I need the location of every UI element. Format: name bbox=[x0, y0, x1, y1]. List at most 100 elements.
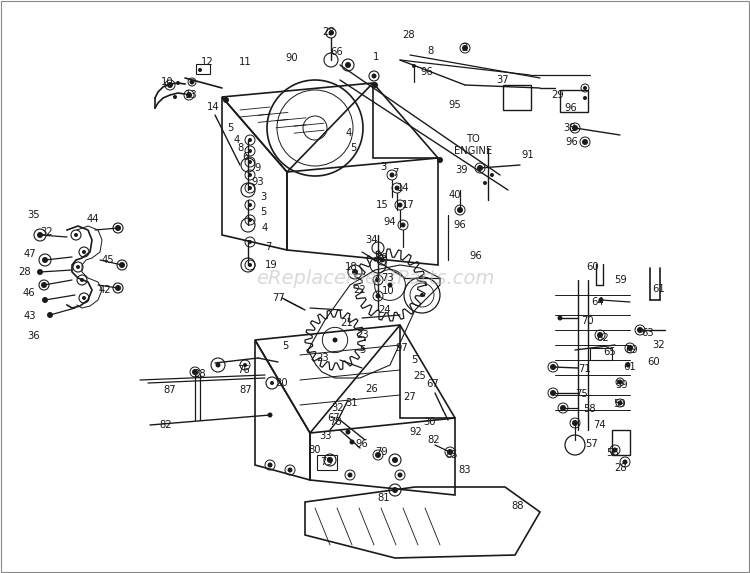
Circle shape bbox=[376, 293, 380, 299]
Text: 70: 70 bbox=[582, 316, 594, 326]
Text: 79: 79 bbox=[376, 253, 388, 263]
Text: 87: 87 bbox=[164, 385, 176, 395]
Text: 37: 37 bbox=[496, 75, 509, 85]
Circle shape bbox=[447, 449, 453, 455]
Text: 33: 33 bbox=[320, 431, 332, 441]
Text: 91: 91 bbox=[522, 150, 534, 160]
Text: 66: 66 bbox=[331, 47, 344, 57]
Circle shape bbox=[115, 225, 121, 231]
Circle shape bbox=[389, 172, 394, 178]
Text: 31: 31 bbox=[346, 398, 358, 408]
Circle shape bbox=[287, 468, 292, 473]
Circle shape bbox=[243, 363, 247, 367]
Text: 94: 94 bbox=[384, 217, 396, 227]
Circle shape bbox=[557, 316, 562, 320]
Circle shape bbox=[37, 232, 43, 238]
Text: 5: 5 bbox=[350, 143, 356, 153]
Circle shape bbox=[198, 68, 202, 72]
Circle shape bbox=[248, 160, 252, 164]
Text: 95: 95 bbox=[448, 100, 461, 110]
Circle shape bbox=[388, 282, 392, 288]
Text: 1: 1 bbox=[373, 52, 380, 62]
Text: 10: 10 bbox=[382, 286, 394, 296]
Text: 12: 12 bbox=[201, 57, 213, 67]
Circle shape bbox=[248, 263, 252, 267]
Text: 47: 47 bbox=[24, 249, 36, 259]
Text: 93: 93 bbox=[252, 177, 264, 187]
Circle shape bbox=[115, 285, 121, 291]
Circle shape bbox=[372, 82, 378, 88]
Circle shape bbox=[74, 233, 78, 237]
Text: 15: 15 bbox=[376, 200, 388, 210]
Text: 75: 75 bbox=[576, 389, 588, 399]
Circle shape bbox=[345, 62, 351, 68]
Circle shape bbox=[572, 125, 578, 131]
Circle shape bbox=[622, 460, 628, 465]
Text: 38: 38 bbox=[564, 123, 576, 133]
Text: 82: 82 bbox=[160, 420, 172, 430]
Text: 96: 96 bbox=[421, 67, 434, 77]
Circle shape bbox=[583, 96, 587, 100]
Text: 23: 23 bbox=[316, 353, 329, 363]
Circle shape bbox=[617, 379, 622, 384]
Text: 22: 22 bbox=[354, 285, 366, 295]
Circle shape bbox=[483, 181, 487, 185]
Circle shape bbox=[613, 448, 617, 453]
Circle shape bbox=[572, 420, 578, 426]
Circle shape bbox=[248, 218, 252, 222]
Text: 46: 46 bbox=[22, 288, 35, 298]
Text: eReplacementParts.com: eReplacementParts.com bbox=[256, 269, 494, 288]
Circle shape bbox=[248, 186, 252, 190]
Circle shape bbox=[167, 82, 173, 88]
Text: 28: 28 bbox=[194, 369, 206, 379]
Circle shape bbox=[47, 312, 53, 318]
Circle shape bbox=[598, 297, 604, 303]
Text: 7: 7 bbox=[392, 168, 398, 178]
Text: 97: 97 bbox=[396, 343, 408, 353]
Text: 59: 59 bbox=[616, 380, 628, 390]
Circle shape bbox=[352, 269, 358, 275]
Text: 56: 56 bbox=[607, 448, 619, 458]
Circle shape bbox=[371, 73, 376, 79]
Circle shape bbox=[400, 222, 406, 227]
Text: 96: 96 bbox=[454, 220, 466, 230]
Text: 62: 62 bbox=[597, 333, 609, 343]
Text: 64: 64 bbox=[592, 297, 604, 307]
Text: 35: 35 bbox=[28, 210, 40, 220]
Circle shape bbox=[76, 265, 80, 269]
Circle shape bbox=[380, 257, 385, 262]
Text: 81: 81 bbox=[378, 493, 390, 503]
Text: 27: 27 bbox=[404, 392, 416, 402]
Circle shape bbox=[248, 203, 252, 207]
Text: 73: 73 bbox=[382, 273, 394, 283]
Text: 58: 58 bbox=[584, 404, 596, 414]
Text: 4: 4 bbox=[234, 135, 240, 145]
Text: 5: 5 bbox=[226, 123, 233, 133]
Text: 44: 44 bbox=[87, 214, 99, 224]
Text: 36: 36 bbox=[28, 331, 40, 341]
Text: 2: 2 bbox=[460, 43, 467, 53]
Circle shape bbox=[190, 80, 194, 84]
Circle shape bbox=[176, 81, 180, 85]
Circle shape bbox=[550, 390, 556, 396]
Text: 78: 78 bbox=[330, 417, 342, 427]
Text: 71: 71 bbox=[579, 364, 591, 374]
Text: 17: 17 bbox=[402, 200, 414, 210]
Circle shape bbox=[248, 149, 252, 153]
Text: 3: 3 bbox=[260, 192, 266, 202]
Text: 76: 76 bbox=[238, 365, 250, 375]
Bar bbox=[560, 90, 588, 112]
Circle shape bbox=[327, 457, 333, 463]
Text: 67: 67 bbox=[328, 413, 340, 423]
Circle shape bbox=[270, 381, 274, 385]
Circle shape bbox=[80, 278, 84, 282]
Circle shape bbox=[37, 269, 43, 275]
Text: 60: 60 bbox=[586, 262, 599, 272]
Circle shape bbox=[490, 173, 494, 177]
Circle shape bbox=[350, 439, 355, 445]
Text: 28: 28 bbox=[615, 463, 627, 473]
Text: 28: 28 bbox=[19, 267, 32, 277]
Text: 40: 40 bbox=[448, 190, 461, 200]
Circle shape bbox=[375, 452, 381, 458]
Circle shape bbox=[42, 297, 48, 303]
